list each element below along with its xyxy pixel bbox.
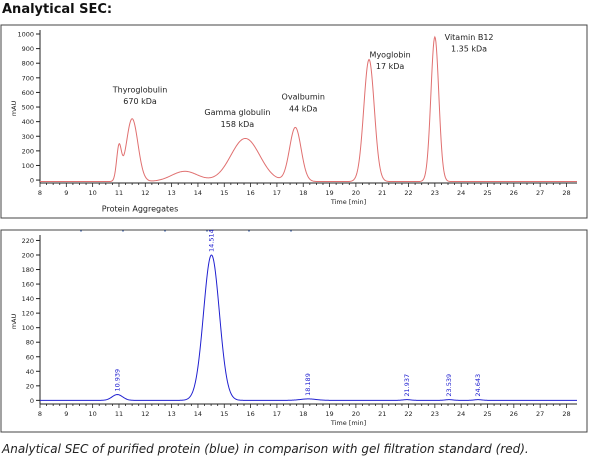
- figure-caption: Analytical SEC of purified protein (blue…: [2, 442, 529, 456]
- top-peak-annotation: Protein Aggregates: [102, 204, 178, 213]
- bottom-x-axis-label: Time [min]: [330, 419, 366, 427]
- bottom-x-tick-label: 24: [457, 410, 465, 418]
- bottom-y-tick-label: 220: [22, 237, 34, 245]
- top-y-tick-label: 700: [22, 74, 34, 82]
- bottom-x-tick-label: 26: [510, 410, 518, 418]
- top-y-tick-label: 600: [22, 89, 34, 97]
- top-peak-annotation: 670 kDa: [123, 97, 157, 106]
- top-y-tick-label: 100: [22, 162, 34, 170]
- bottom-peak-time-label: 21.937: [403, 374, 411, 397]
- top-x-tick-label: 9: [64, 189, 68, 197]
- top-y-tick-label: 300: [22, 133, 34, 141]
- bottom-y-tick-label: 100: [22, 324, 34, 332]
- top-peak-annotation: 1.35 kDa: [451, 45, 487, 54]
- bottom-y-tick-label: 160: [22, 281, 34, 289]
- top-x-axis-label: Time [min]: [330, 198, 366, 206]
- top-y-tick-label: 400: [22, 118, 34, 126]
- top-y-tick-label: 1000: [17, 31, 34, 39]
- top-x-tick-label: 28: [562, 189, 570, 197]
- top-peak-annotation: Vitamin B12: [445, 33, 494, 42]
- bottom-chart-frame: [0, 229, 588, 433]
- bottom-x-tick-label: 20: [352, 410, 360, 418]
- page-heading: Analytical SEC:: [2, 2, 113, 17]
- bottom-y-tick-label: 180: [22, 266, 34, 274]
- top-y-tick-label: 0: [30, 177, 34, 185]
- top-y-tick-label: 900: [22, 45, 34, 53]
- bottom-x-tick-label: 16: [246, 410, 254, 418]
- top-x-tick-label: 23: [431, 189, 439, 197]
- bottom-x-tick-label: 17: [273, 410, 281, 418]
- bottom-x-tick-label: 11: [115, 410, 123, 418]
- bottom-peak-time-label: 10.939: [113, 369, 121, 392]
- top-chart-frame: [0, 24, 588, 219]
- bottom-y-axis-label: mAU: [10, 313, 18, 329]
- bottom-x-tick-label: 13: [167, 410, 175, 418]
- bottom-peak-time-label: 24.643: [474, 374, 482, 397]
- bottom-x-tick-label: 8: [38, 410, 42, 418]
- bottom-x-tick-label: 14: [194, 410, 202, 418]
- bottom-x-tick-label: 22: [404, 410, 412, 418]
- top-y-tick-label: 800: [22, 60, 34, 68]
- bottom-y-tick-label: 140: [22, 295, 34, 303]
- top-y-tick-label: 500: [22, 104, 34, 112]
- bottom-y-tick-label: 80: [26, 339, 34, 347]
- bottom-x-tick-label: 23: [431, 410, 439, 418]
- top-y-axis-label: mAU: [10, 100, 18, 116]
- bottom-x-tick-label: 18: [299, 410, 307, 418]
- top-x-tick-label: 8: [38, 189, 42, 197]
- bottom-peak-time-label: 23.539: [445, 374, 453, 397]
- top-x-tick-label: 10: [89, 189, 97, 197]
- top-x-tick-label: 25: [483, 189, 491, 197]
- top-x-tick-label: 21: [378, 189, 386, 197]
- top-peak-annotation: 158 kDa: [221, 120, 255, 129]
- top-peak-annotation: Gamma globulin: [204, 108, 270, 117]
- top-x-tick-label: 13: [167, 189, 175, 197]
- bottom-x-tick-label: 21: [378, 410, 386, 418]
- bottom-x-tick-label: 9: [64, 410, 68, 418]
- top-peak-annotation: Myoglobin: [370, 50, 411, 59]
- top-peak-annotation: Ovalbumin: [282, 93, 325, 102]
- top-x-tick-label: 26: [510, 189, 518, 197]
- bottom-x-tick-label: 12: [141, 410, 149, 418]
- top-y-tick-label: 200: [22, 147, 34, 155]
- top-x-tick-label: 18: [299, 189, 307, 197]
- bottom-y-tick-label: 60: [26, 353, 34, 361]
- top-x-tick-label: 19: [325, 189, 333, 197]
- bottom-y-tick-label: 120: [22, 310, 34, 318]
- top-x-tick-label: 16: [246, 189, 254, 197]
- bottom-x-tick-label: 27: [536, 410, 544, 418]
- top-peak-annotation: Thyroglobulin: [112, 85, 168, 94]
- top-x-tick-label: 27: [536, 189, 544, 197]
- bottom-x-tick-label: 15: [220, 410, 228, 418]
- top-x-tick-label: 17: [273, 189, 281, 197]
- bottom-x-tick-label: 25: [483, 410, 491, 418]
- top-x-tick-label: 20: [352, 189, 360, 197]
- bottom-peak-time-label: 14.514: [207, 229, 215, 252]
- bottom-series-line: [40, 254, 577, 401]
- bottom-y-tick-label: 200: [22, 251, 34, 259]
- top-x-tick-label: 12: [141, 189, 149, 197]
- bottom-y-tick-label: 0: [30, 397, 34, 405]
- bottom-y-tick-label: 40: [26, 368, 34, 376]
- bottom-peak-time-label: 18.189: [304, 373, 312, 396]
- top-series-line: [40, 35, 577, 183]
- bottom-x-tick-label: 28: [562, 410, 570, 418]
- top-x-tick-label: 14: [194, 189, 202, 197]
- top-peak-annotation: 44 kDa: [289, 104, 318, 113]
- top-x-tick-label: 22: [404, 189, 412, 197]
- bottom-y-tick-label: 20: [26, 382, 34, 390]
- bottom-x-tick-label: 10: [89, 410, 97, 418]
- top-x-tick-label: 15: [220, 189, 228, 197]
- top-peak-annotation: 17 kDa: [376, 62, 405, 71]
- top-x-tick-label: 24: [457, 189, 465, 197]
- bottom-x-tick-label: 19: [325, 410, 333, 418]
- top-x-tick-label: 11: [115, 189, 123, 197]
